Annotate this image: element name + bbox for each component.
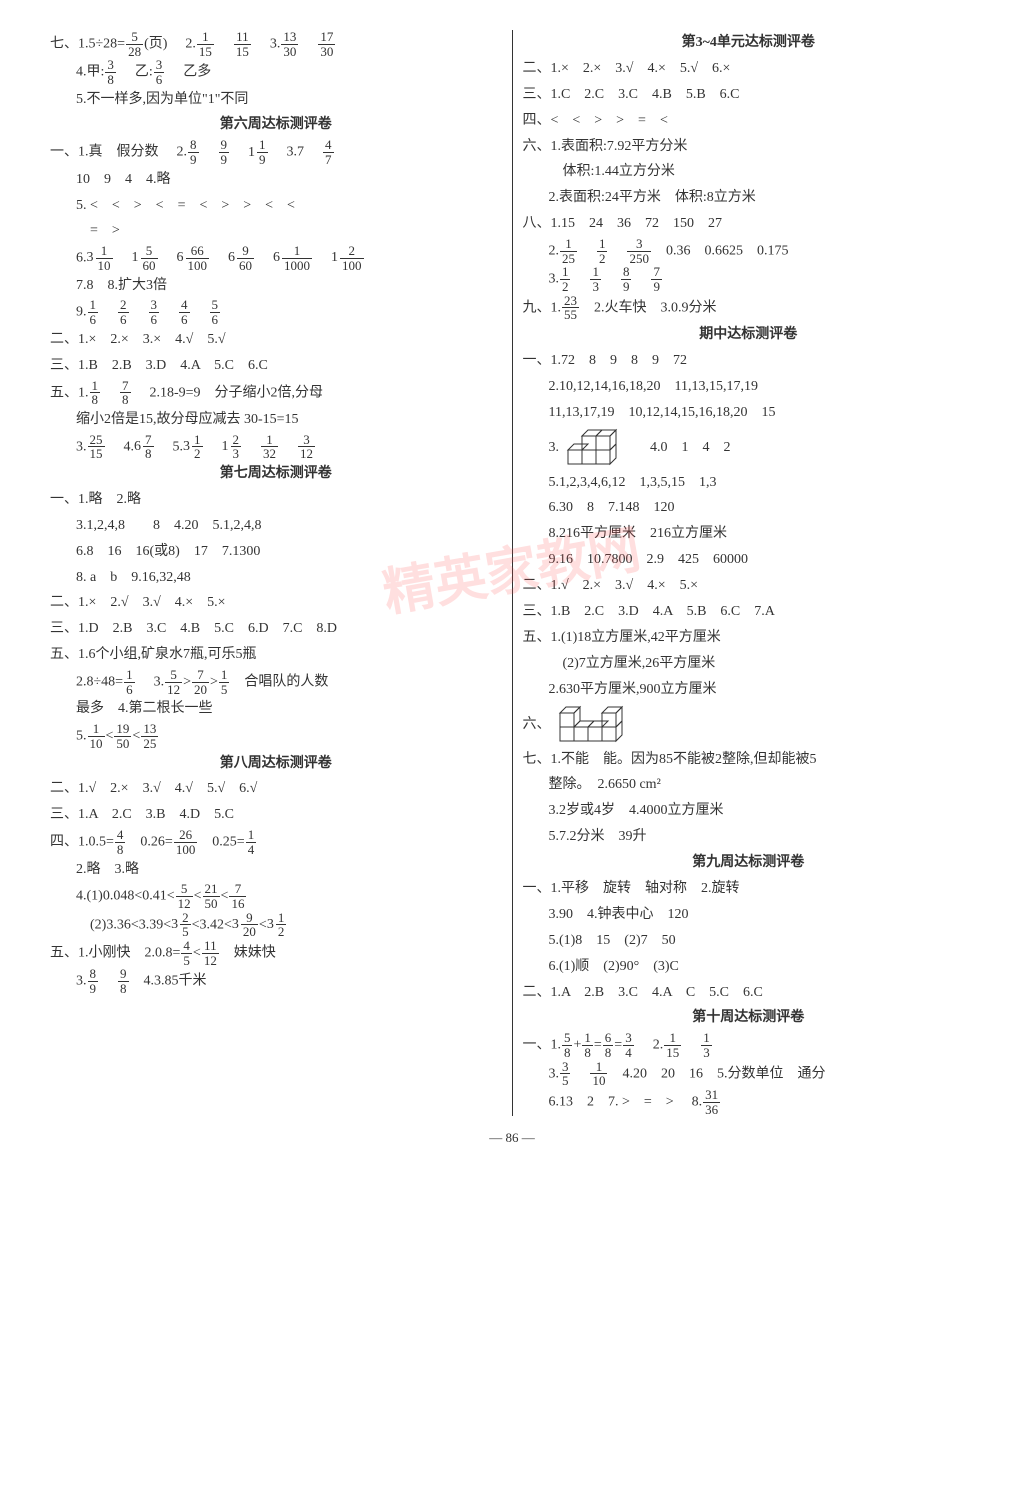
w8-s2: 二、1.√ 2.× 3.√ 4.√ 5.√ 6.√ xyxy=(50,776,502,802)
week10-title: 第十周达标测评卷 xyxy=(522,1005,974,1031)
w8-s5-l2: 3.8998 4.3.85千米 xyxy=(50,967,502,995)
w7-s5-l2: 2.8÷48=163.512>720>15 合唱队的人数 xyxy=(50,668,502,696)
w8-s5-l1: 五、1.小刚快 2.0.8=45<1112 妹妹快 xyxy=(50,939,502,967)
mid-s5-l2: (2)7立方厘米,26平方厘米 xyxy=(522,651,974,677)
w6-s5-l3: 3.25154.6785.312123132312 xyxy=(50,433,502,461)
w8-s4-l3: 4.(1)0.048<0.41<512<2150<716 xyxy=(50,882,502,910)
w9-s1-l1: 一、1.平移 旋转 轴对称 2.旋转 xyxy=(522,876,974,902)
w8-s4-l4: (2)3.36<3.39<325<3.42<3920<312 xyxy=(50,911,502,939)
week6-title: 第六周达标测评卷 xyxy=(50,112,502,138)
u34-s3: 三、1.C 2.C 3.C 4.B 5.B 6.C xyxy=(522,82,974,108)
u34-s6-l2: 体积:1.44立方分米 xyxy=(522,159,974,185)
unit34-title: 第3~4单元达标测评卷 xyxy=(522,30,974,56)
mid-s5-l3: 2.630平方厘米,900立方厘米 xyxy=(522,677,974,703)
w7-s5-l3: 最多 4.第二根长一些 xyxy=(50,696,502,722)
week9-title: 第九周达标测评卷 xyxy=(522,850,974,876)
q7-line3: 5.不一样多,因为单位"1"不同 xyxy=(50,87,502,113)
w6-s1-l5: 7.8 8.扩大3倍 xyxy=(50,273,502,299)
left-column: 七、1.5÷28=528(页)2.11511153.13301730 4.甲:3… xyxy=(40,30,512,1116)
u34-s8-l3: 3.12138979 xyxy=(522,265,974,293)
w9-s1-l4: 6.(1)顺 (2)90° (3)C xyxy=(522,954,974,980)
u34-s4: 四、< < > > = < xyxy=(522,108,974,134)
w6-s1-l1: 一、1.真 假分数2.89991193.747 xyxy=(50,138,502,166)
mid-s1-l6: 6.30 8 7.148 120 xyxy=(522,495,974,521)
w6-s3: 三、1.B 2.B 3.D 4.A 5.C 6.C xyxy=(50,353,502,379)
page-number: — 86 — xyxy=(40,1126,984,1150)
w7-s5-l4: 5.110<1950<1325 xyxy=(50,722,502,750)
mid-s1-l8: 8.216平方厘米 216立方厘米 xyxy=(522,521,974,547)
w7-s3: 三、1.D 2.B 3.C 4.B 5.C 6.D 7.C 8.D xyxy=(50,616,502,642)
w8-s4-l1: 四、1.0.5=48 0.26=26100 0.25=14 xyxy=(50,828,502,856)
mid-s5-l1: 五、1.(1)18立方厘米,42平方厘米 xyxy=(522,625,974,651)
u34-s8-l2: 2.125123250 0.36 0.6625 0.175 xyxy=(522,237,974,265)
w8-s3: 三、1.A 2.C 3.B 4.D 5.C xyxy=(50,802,502,828)
w7-s1-l1: 一、1.略 2.略 xyxy=(50,487,502,513)
w7-s2: 二、1.× 2.√ 3.√ 4.× 5.× xyxy=(50,590,502,616)
w6-s1-l6: 9.1626364656 xyxy=(50,298,502,326)
w9-s2: 二、1.A 2.B 3.C 4.A C 5.C 6.C xyxy=(522,980,974,1006)
mid-s1-l2b: 11,13,17,19 10,12,14,15,16,18,20 15 xyxy=(522,400,974,426)
answer-key-page: 精英家教网 七、1.5÷28=528(页)2.11511153.13301730… xyxy=(40,30,984,1116)
mid-s1-l9: 9.16 10.7800 2.9 425 60000 xyxy=(522,547,974,573)
q7-line2: 4.甲:38乙:36乙多 xyxy=(50,58,502,86)
w6-s5-l1: 五、1.18782.18-9=9 分子缩小2倍,分母 xyxy=(50,379,502,407)
q7-line1: 七、1.5÷28=528(页)2.11511153.13301730 xyxy=(50,30,502,58)
mid-s1-l1: 一、1.72 8 9 8 9 72 xyxy=(522,348,974,374)
week8-title: 第八周达标测评卷 xyxy=(50,751,502,777)
w9-s1-l2: 3.90 4.钟表中心 120 xyxy=(522,902,974,928)
u34-s9: 九、1.2355 2.火车快 3.0.9分米 xyxy=(522,294,974,322)
mid-s1-l2: 2.10,12,14,16,18,20 11,13,15,17,19 xyxy=(522,374,974,400)
w8-s4-l2: 2.略 3.略 xyxy=(50,857,502,883)
w7-s5-l1: 五、1.6个小组,矿泉水7瓶,可乐5瓶 xyxy=(50,642,502,668)
w10-s1-l3: 6.13 2 7. > = >8.3136 xyxy=(522,1088,974,1116)
midterm-title: 期中达标测评卷 xyxy=(522,322,974,348)
week7-title: 第七周达标测评卷 xyxy=(50,461,502,487)
w6-s1-l2: 10 9 4 4.略 xyxy=(50,167,502,193)
mid-s1-l5: 5.1,2,3,4,6,12 1,3,5,15 1,3 xyxy=(522,470,974,496)
mid-s2: 二、1.√ 2.× 3.√ 4.× 5.× xyxy=(522,573,974,599)
mid-s7-l5: 5.7.2分米 39升 xyxy=(522,824,974,850)
cube-diagram-icon-2 xyxy=(554,703,644,747)
w10-s1-l2: 3.35110 4.20 20 16 5.分数单位 通分 xyxy=(522,1060,974,1088)
u34-s6-l3: 2.表面积:24平方米 体积:8立方米 xyxy=(522,185,974,211)
w6-s2: 二、1.× 2.× 3.× 4.√ 5.√ xyxy=(50,327,502,353)
mid-s3: 三、1.B 2.C 3.D 4.A 5.B 6.C 7.A xyxy=(522,599,974,625)
mid-s7-l1: 七、1.不能 能。因为85不能被2整除,但却能被5 xyxy=(522,747,974,773)
mid-s1-l3: 3. 4.0 1 4 2 xyxy=(522,426,974,470)
u34-s6-l1: 六、1.表面积:7.92平方分米 xyxy=(522,134,974,160)
w7-s1-l3: 6.8 16 16(或8) 17 7.1300 xyxy=(50,539,502,565)
w7-s1-l4: 8. a b 9.16,32,48 xyxy=(50,565,502,591)
w10-s1-l1: 一、1.58+18=68=342.11513 xyxy=(522,1031,974,1059)
cube-diagram-icon xyxy=(562,426,632,470)
u34-s2: 二、1.× 2.× 3.√ 4.× 5.√ 6.× xyxy=(522,56,974,82)
w6-s1-l3b: = > xyxy=(50,218,502,244)
mid-s7-l2: 整除。 2.6650 cm² xyxy=(522,772,974,798)
mid-s7-l3: 3.2岁或4岁 4.4000立方厘米 xyxy=(522,798,974,824)
w6-s1-l4: 6.31101560666100696061100012100 xyxy=(50,244,502,272)
u34-s8-l1: 八、1.15 24 36 72 150 27 xyxy=(522,211,974,237)
w6-s1-l3: 5. < < > < = < > > < < xyxy=(50,193,502,219)
w9-s1-l3: 5.(1)8 15 (2)7 50 xyxy=(522,928,974,954)
mid-s6: 六、 xyxy=(522,703,974,747)
w7-s1-l2: 3.1,2,4,8 8 4.20 5.1,2,4,8 xyxy=(50,513,502,539)
right-column: 第3~4单元达标测评卷 二、1.× 2.× 3.√ 4.× 5.√ 6.× 三、… xyxy=(512,30,984,1116)
w6-s5-l2: 缩小2倍是15,故分母应减去 30-15=15 xyxy=(50,407,502,433)
